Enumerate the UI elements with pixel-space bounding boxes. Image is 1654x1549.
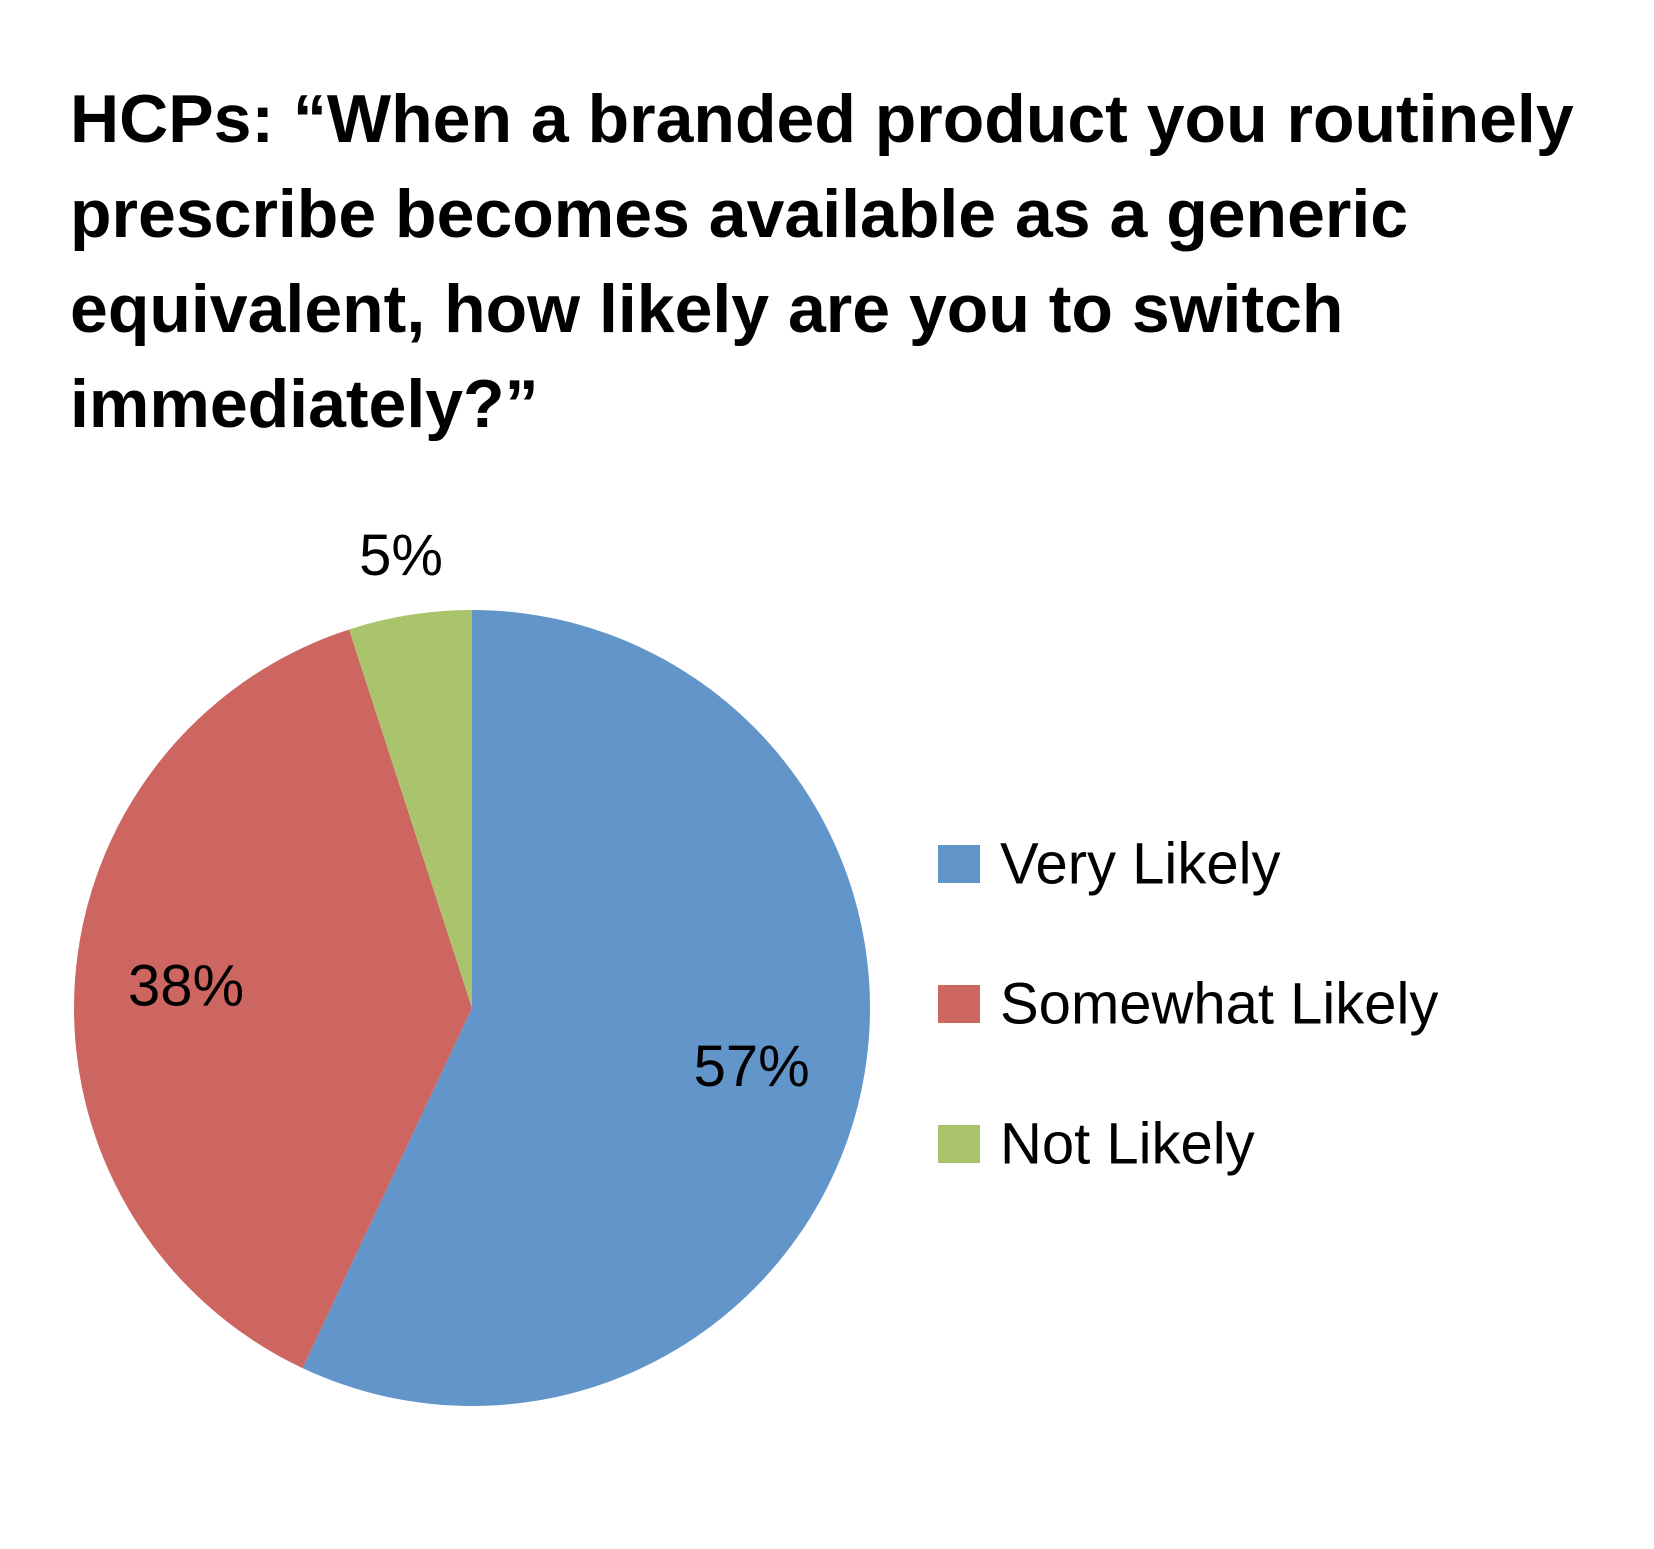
legend-label: Somewhat Likely xyxy=(1000,971,1438,1036)
data-label: 5% xyxy=(359,523,443,588)
legend-label: Not Likely xyxy=(1000,1111,1255,1176)
legend-swatch xyxy=(938,1125,980,1163)
data-label: 38% xyxy=(128,953,244,1018)
legend-swatch xyxy=(938,985,980,1023)
pie-slice xyxy=(73,629,473,1369)
data-label: 57% xyxy=(694,1034,810,1099)
chart-title: HCPs: “When a branded product you routin… xyxy=(70,81,1574,442)
legend-label: Very Likely xyxy=(1000,831,1280,896)
pie-slice xyxy=(349,610,472,1008)
legend-swatch xyxy=(938,845,980,883)
pie-slice xyxy=(302,610,870,1406)
